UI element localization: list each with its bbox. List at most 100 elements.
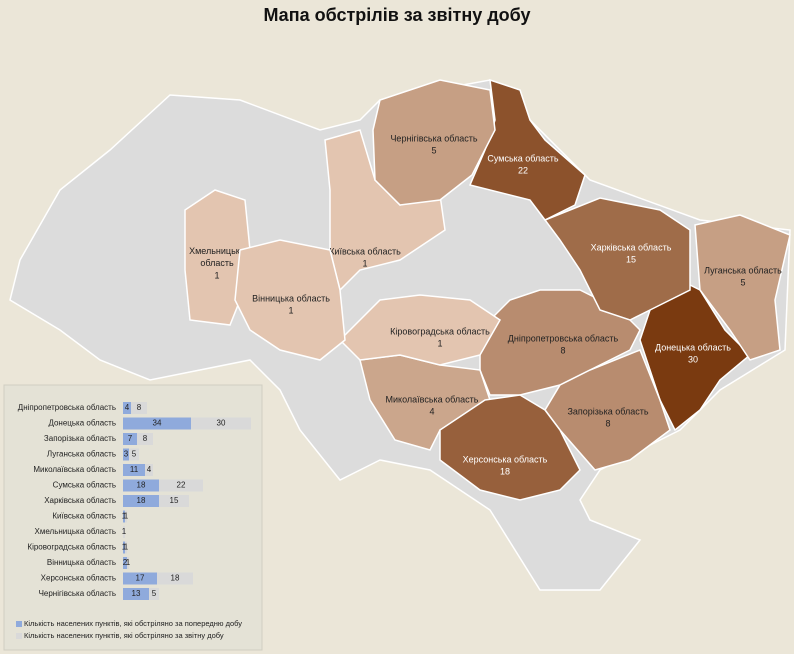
category-label: Дніпропетровська область — [18, 403, 116, 412]
region-name: Миколаївська область — [386, 394, 479, 404]
value-label: 15 — [170, 496, 179, 505]
bar — [123, 464, 145, 476]
bar — [123, 417, 191, 430]
region-name: Чернігівська область — [390, 133, 477, 143]
region-value: 8 — [560, 345, 565, 355]
category-label: Запорізька область — [44, 434, 116, 443]
category-label: Вінницька область — [47, 558, 116, 567]
category-label: Харківська область — [44, 496, 116, 505]
value-label: 7 — [128, 434, 133, 443]
bar — [129, 448, 139, 461]
value-label: 11 — [130, 465, 139, 474]
region — [338, 294, 501, 366]
title: Мапа обстрілів за звітну добу — [263, 5, 530, 25]
bar — [123, 402, 131, 414]
bar — [123, 541, 125, 554]
value-label: 1 — [122, 543, 127, 552]
value-label: 30 — [217, 419, 226, 428]
region-name: Хмельницька область — [189, 246, 245, 268]
category-label: Сумська область — [53, 481, 116, 490]
bar — [149, 588, 159, 600]
value-label: 1 — [122, 527, 127, 536]
region-name: Вінницька область — [252, 293, 330, 303]
region — [234, 239, 346, 361]
region-value: 4 — [429, 406, 434, 416]
category-label: Кіровоградська область — [27, 543, 116, 552]
region-value: 1 — [362, 258, 367, 268]
value-label: 3 — [124, 450, 129, 459]
bar — [125, 541, 127, 554]
value-label: 5 — [152, 589, 157, 598]
region — [694, 214, 791, 361]
region-name: Луганська область — [704, 265, 782, 275]
value-label: 8 — [143, 434, 148, 443]
region-value: 22 — [518, 165, 528, 175]
bar — [159, 479, 203, 492]
value-label: 1 — [124, 543, 129, 552]
bar — [123, 557, 127, 569]
region-name: Кіровоградська область — [390, 326, 490, 336]
legend-label: Кількість населених пунктів, які обстріл… — [24, 619, 242, 628]
category-label: Чернігівська область — [39, 589, 116, 598]
value-label: 1 — [124, 512, 129, 521]
regions: Дніпропетровська область 8 Донецька област… — [184, 78, 791, 501]
value-label: 4 — [147, 465, 152, 474]
region-value: 8 — [605, 418, 610, 428]
bar — [123, 588, 149, 600]
bar — [131, 402, 147, 414]
region-value: 30 — [688, 354, 698, 364]
bar — [123, 433, 137, 445]
region — [639, 279, 752, 432]
category-label: Луганська область — [47, 450, 116, 459]
bar — [123, 448, 129, 461]
value-label: 8 — [137, 403, 142, 412]
region — [324, 129, 446, 292]
region-value: 5 — [740, 277, 745, 287]
category-label: Миколаївська область — [33, 465, 116, 474]
region-name: Київська область — [329, 246, 401, 256]
value-label: 18 — [137, 496, 146, 505]
bar — [123, 479, 159, 492]
bar — [137, 433, 153, 445]
region-name: Сумська область — [487, 153, 559, 163]
legend-label: Кількість населених пунктів, які обстріл… — [24, 631, 224, 640]
bar — [123, 572, 157, 585]
value-label: 18 — [137, 481, 146, 490]
bar — [145, 464, 153, 476]
value-label: 17 — [136, 574, 145, 583]
region-name: Запорізька область — [567, 406, 648, 416]
category-label: Херсонська область — [41, 574, 116, 583]
region-value: 5 — [431, 145, 436, 155]
region-name: Донецька область — [655, 342, 731, 352]
bar — [127, 557, 129, 569]
bar — [123, 526, 125, 538]
bar — [125, 510, 127, 523]
region-value: 1 — [214, 270, 219, 280]
value-label: 4 — [125, 403, 130, 412]
bar — [123, 510, 125, 523]
value-label: 18 — [171, 574, 180, 583]
value-label: 1 — [126, 558, 131, 567]
value-label: 13 — [132, 589, 141, 598]
legend-swatch — [16, 633, 22, 639]
value-label: 1 — [122, 512, 127, 521]
value-label: 2 — [123, 558, 128, 567]
region-name: Дніпропетровська область — [508, 333, 619, 343]
region-value: 1 — [437, 338, 442, 348]
region-name: Херсонська область — [463, 454, 548, 464]
category-label: Київська область — [52, 512, 116, 521]
bar — [157, 572, 193, 585]
value-label: 22 — [177, 481, 186, 490]
region — [372, 79, 496, 206]
value-label: 5 — [132, 450, 137, 459]
region-name: Харківська область — [591, 242, 672, 252]
value-label: 34 — [153, 419, 162, 428]
bar — [159, 495, 189, 507]
bar — [123, 495, 159, 507]
region-value: 18 — [500, 466, 510, 476]
category-label: Донецька область — [48, 419, 116, 428]
legend-swatch — [16, 621, 22, 627]
